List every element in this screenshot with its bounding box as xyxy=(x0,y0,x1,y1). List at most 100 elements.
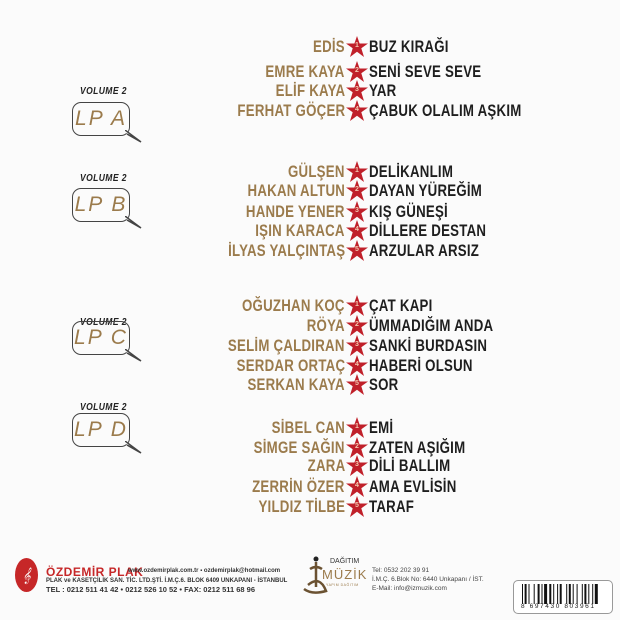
track-artist: SERDAR ORTAÇ xyxy=(236,356,345,375)
track-number: 2 xyxy=(355,443,359,450)
izmuzik-address: İ.M.Ç. 6.Blok No: 6440 Unkapanı / İST. xyxy=(372,576,484,583)
track-row: FERHAT GÖÇER 4 ÇABUK OLALIM AŞKIM xyxy=(0,100,620,122)
volume-label: VOLUME 2 xyxy=(80,86,127,97)
star-icon: 4 xyxy=(346,476,368,498)
track-artist: SERKAN KAYA xyxy=(247,375,345,394)
track-number: 4 xyxy=(355,226,359,233)
track-artist: OĞUZHAN KOÇ xyxy=(242,296,345,315)
side-label: LP C xyxy=(74,326,128,349)
izmuzik-dagitim: DAĞITIM xyxy=(330,558,360,565)
track-artist: İLYAS YALÇINTAŞ xyxy=(227,241,345,260)
star-icon: 5 xyxy=(346,496,368,518)
barcode-bar xyxy=(524,584,527,604)
track-row: ZARA 3 DİLİ BALLIM xyxy=(0,455,620,477)
star-icon: 4 xyxy=(346,100,368,122)
star-icon: 3 xyxy=(346,201,368,223)
track-row: SELİM ÇALDIRAN 3 SANKİ BURDASIN xyxy=(0,335,620,356)
track-title: EMİ xyxy=(369,418,394,437)
track-title: YAR xyxy=(369,81,397,100)
track-artist: SELİM ÇALDIRAN xyxy=(228,336,345,355)
track-artist: GÜLŞEN xyxy=(288,162,345,181)
track-title: ÜMMADIĞIM ANDA xyxy=(369,316,494,335)
track-title: TARAF xyxy=(369,497,415,516)
star-icon: 2 xyxy=(346,180,368,202)
volume-label: VOLUME 2 xyxy=(80,317,127,328)
track-number: 5 xyxy=(355,246,359,253)
ozdemir-logo-icon: 𝄞 xyxy=(15,558,38,592)
track-artist: RÖYA xyxy=(306,316,345,335)
star-icon: 5 xyxy=(346,374,368,396)
bubble-tail-icon xyxy=(125,216,142,229)
ozdemir-name: ÖZDEMİR PLAK xyxy=(46,565,144,579)
track-number: 4 xyxy=(355,361,359,368)
star-icon: 5 xyxy=(346,240,368,262)
star-icon: 4 xyxy=(346,355,368,377)
barcode-bar xyxy=(581,584,583,604)
barcode-bar xyxy=(522,584,523,604)
star-icon: 3 xyxy=(346,80,368,102)
izmuzik-tel: Tel: 0532 202 39 91 xyxy=(372,567,430,574)
side-label-bubble: LP C xyxy=(72,321,142,362)
volume-label: VOLUME 2 xyxy=(80,402,127,413)
izmuzik-sub: YAPIM DAĞITIM xyxy=(326,583,359,587)
track-title: AMA EVLİSİN xyxy=(369,477,457,496)
track-artist: ELİF KAYA xyxy=(275,81,345,100)
star-icon: 2 xyxy=(346,61,368,83)
track-row: ELİF KAYA 3 YAR xyxy=(0,80,620,102)
track-title: SANKİ BURDASIN xyxy=(369,336,488,355)
barcode-bar xyxy=(533,584,535,604)
track-number: 4 xyxy=(355,106,359,113)
star-icon: 1 xyxy=(346,36,368,58)
barcode-bar xyxy=(592,584,594,604)
track-row: SİMGE SAĞIN 2 ZATEN AŞIĞIM xyxy=(0,437,620,458)
side-label: LP B xyxy=(74,193,128,216)
track-artist: FERHAT GÖÇER xyxy=(237,101,345,120)
track-row: SERDAR ORTAÇ 4 HABERİ OLSUN xyxy=(0,355,620,377)
track-row: HAKAN ALTUN 2 DAYAN YÜREĞİM xyxy=(0,180,620,202)
side-label: LP D xyxy=(74,418,128,441)
track-title: ARZULAR ARSIZ xyxy=(369,241,480,260)
track-row: EDİS 1 BUZ KIRAĞI xyxy=(0,36,620,58)
track-number: 3 xyxy=(355,207,359,214)
track-title: SOR xyxy=(369,375,399,394)
track-number: 1 xyxy=(355,42,359,49)
star-icon: 2 xyxy=(346,315,368,337)
barcode-bar xyxy=(594,584,598,604)
barcode-bar xyxy=(528,584,530,604)
track-number: 3 xyxy=(355,461,359,468)
track-artist: EDİS xyxy=(313,37,345,56)
izmuzik-email: E-Mail: info@izmuzik.com xyxy=(372,585,447,592)
track-artist: ZARA xyxy=(307,456,345,475)
track-title: DİLLERE DESTAN xyxy=(369,221,487,240)
side-label-bubble: LP D xyxy=(72,413,142,454)
track-title: ZATEN AŞIĞIM xyxy=(369,438,466,457)
track-title: DAYAN YÜREĞİM xyxy=(369,181,483,200)
track-artist: HANDE YENER xyxy=(246,202,345,221)
bubble-tail-icon xyxy=(125,441,142,454)
ozdemir-address: PLAK ve KASETÇİLİK SAN. TİC. LTD.ŞTİ. İ.… xyxy=(46,578,288,584)
track-number: 1 xyxy=(355,167,359,174)
track-number: 2 xyxy=(355,67,359,74)
track-row: EMRE KAYA 2 SENİ SEVE SEVE xyxy=(0,61,620,83)
bubble-tail-icon xyxy=(125,130,142,143)
izmuzik-logo-icon xyxy=(303,556,328,594)
track-title: KIŞ GÜNEŞİ xyxy=(369,202,448,221)
track-title: DELİKANLIM xyxy=(369,162,454,181)
track-artist: YILDIZ TİLBE xyxy=(258,497,345,516)
track-number: 5 xyxy=(355,380,359,387)
star-icon: 3 xyxy=(346,455,368,477)
barcode-bar xyxy=(568,584,571,604)
track-artist: SİMGE SAĞIN xyxy=(254,438,345,457)
track-row: HANDE YENER 3 KIŞ GÜNEŞİ xyxy=(0,201,620,223)
track-number: 1 xyxy=(355,301,359,308)
bubble-tail-icon xyxy=(125,349,142,362)
track-row: SERKAN KAYA 5 SOR xyxy=(0,374,620,396)
track-title: BUZ KIRAĞI xyxy=(369,37,449,56)
izmuzik-name: MÜZİK xyxy=(322,567,368,582)
track-title: ÇAT KAPI xyxy=(369,296,433,315)
track-title: ÇABUK OLALIM AŞKIM xyxy=(369,101,522,120)
track-number: 5 xyxy=(355,502,359,509)
barcode-bar xyxy=(576,584,578,604)
ozdemir-web: www.ozdemirplak.com.tr ▪ ozdemirplak@hot… xyxy=(128,568,281,574)
barcode-bar xyxy=(559,584,562,604)
